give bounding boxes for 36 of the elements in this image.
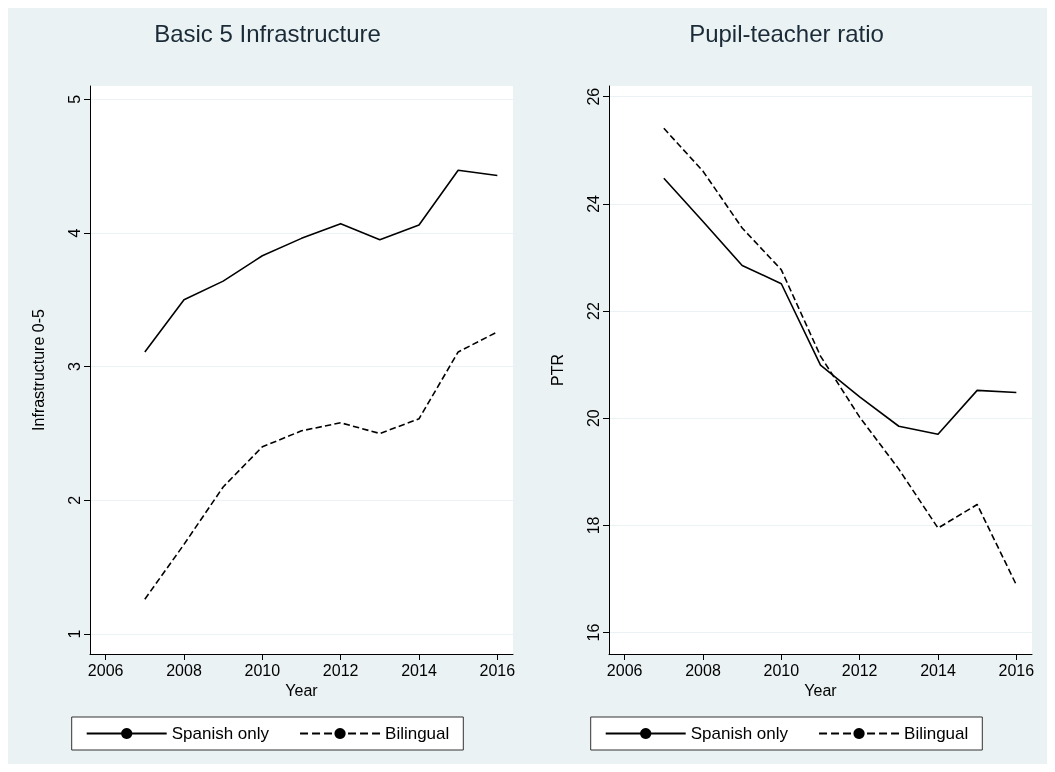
x-tick-label: 2016 [998, 661, 1035, 679]
y-tick-label: 5 [65, 94, 83, 104]
y-axis-title: PTR [548, 354, 566, 386]
line-series [663, 127, 1018, 586]
chart-title: Basic 5 Infrastructure [154, 19, 381, 47]
line-series [144, 331, 499, 600]
x-tick-label: 2016 [479, 661, 516, 679]
y-tick-label: 1 [65, 629, 83, 639]
y-tick-label: 4 [65, 228, 83, 238]
legend-label: Bilingual [904, 724, 969, 743]
x-tick-label: 2012 [841, 661, 878, 679]
y-tick-label: 20 [584, 409, 602, 428]
x-tick-label: 2010 [244, 661, 281, 679]
y-tick-label: 18 [584, 516, 602, 535]
y-axis-title: Infrastructure 0-5 [29, 308, 47, 431]
y-tick-label: 26 [584, 87, 602, 106]
y-tick-label: 3 [65, 362, 83, 372]
x-tick-label: 2012 [322, 661, 359, 679]
x-axis-title: Year [285, 682, 319, 700]
legend-label: Spanish only [690, 724, 789, 743]
legend-label: Bilingual [385, 724, 450, 743]
chart-title: Pupil-teacher ratio [689, 19, 884, 47]
y-tick-label: 16 [584, 623, 602, 642]
x-tick-label: 2006 [87, 661, 124, 679]
x-tick-label: 2008 [166, 661, 202, 679]
x-tick-label: 2014 [401, 661, 437, 679]
legend-label: Spanish only [171, 724, 270, 743]
x-tick-label: 2010 [763, 661, 800, 679]
x-tick-label: 2006 [606, 661, 643, 679]
y-tick-label: 22 [584, 302, 602, 320]
y-tick-label: 24 [584, 194, 602, 213]
x-axis-title: Year [804, 682, 838, 700]
x-tick-label: 2008 [685, 661, 721, 679]
y-tick-label: 2 [65, 495, 83, 505]
line-series [144, 169, 499, 353]
x-tick-label: 2014 [920, 661, 956, 679]
